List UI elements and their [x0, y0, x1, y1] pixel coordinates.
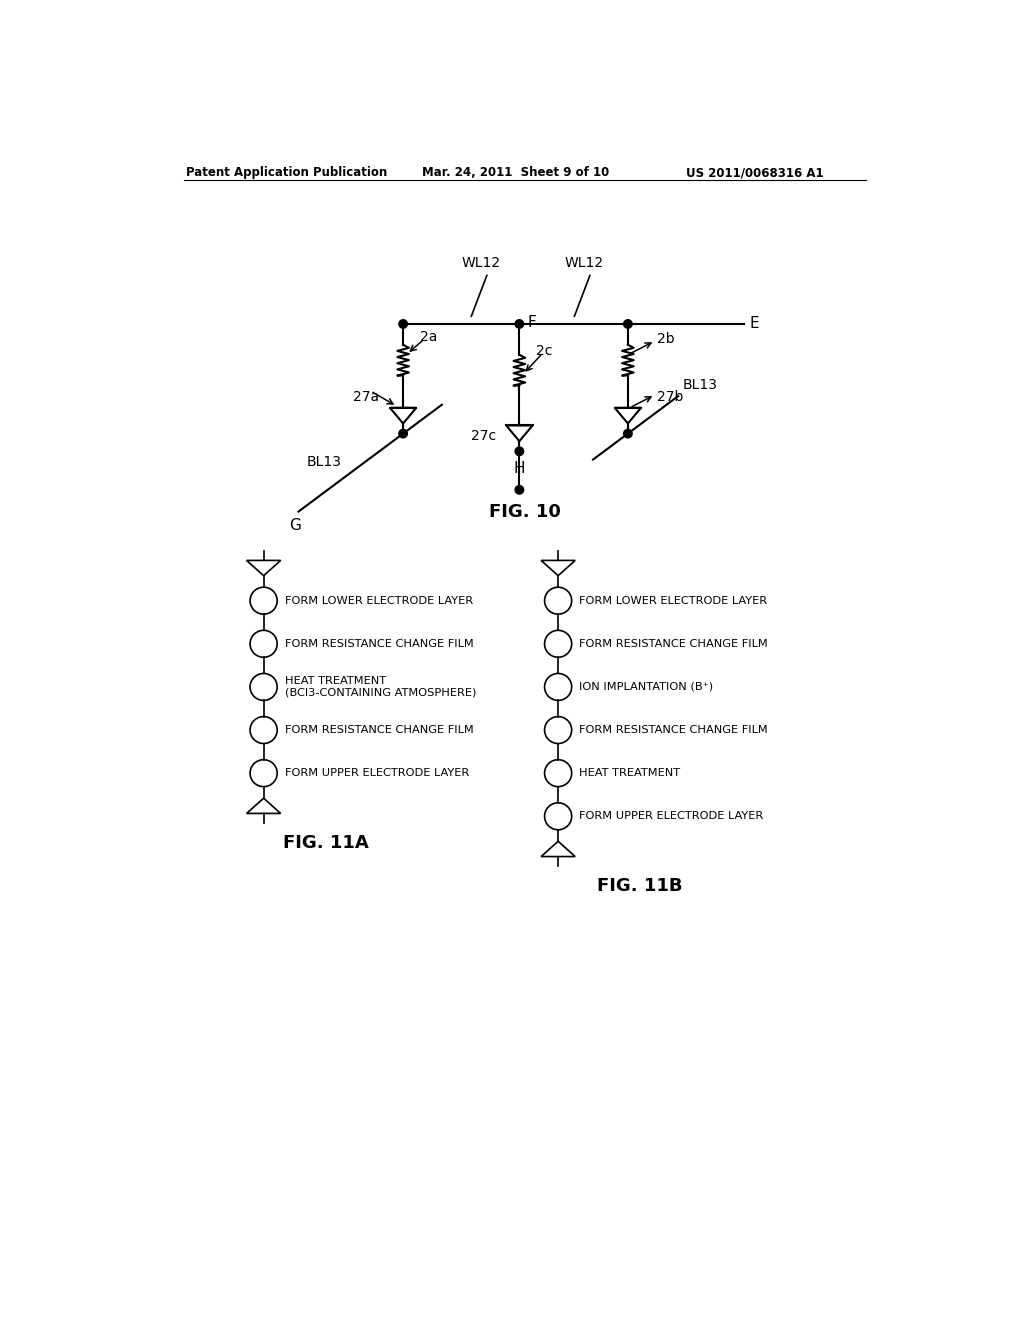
Text: FORM RESISTANCE CHANGE FILM: FORM RESISTANCE CHANGE FILM — [580, 725, 768, 735]
Text: HEAT TREATMENT
(BCl3-CONTAINING ATMOSPHERE): HEAT TREATMENT (BCl3-CONTAINING ATMOSPHE… — [285, 676, 476, 698]
Text: US 2011/0068316 A1: US 2011/0068316 A1 — [686, 166, 823, 180]
Text: WL12: WL12 — [461, 256, 500, 271]
Text: FORM LOWER ELECTRODE LAYER: FORM LOWER ELECTRODE LAYER — [285, 595, 473, 606]
Circle shape — [399, 429, 408, 438]
Text: FORM LOWER ELECTRODE LAYER: FORM LOWER ELECTRODE LAYER — [580, 595, 768, 606]
Text: 2a: 2a — [420, 330, 437, 345]
Text: H: H — [514, 461, 525, 475]
Text: FORM RESISTANCE CHANGE FILM: FORM RESISTANCE CHANGE FILM — [580, 639, 768, 649]
Text: 2b: 2b — [657, 331, 675, 346]
Text: BL13: BL13 — [682, 379, 717, 392]
Text: 27c: 27c — [471, 429, 497, 442]
Circle shape — [515, 447, 523, 455]
Circle shape — [624, 319, 632, 329]
Text: FORM UPPER ELECTRODE LAYER: FORM UPPER ELECTRODE LAYER — [580, 812, 764, 821]
Circle shape — [515, 486, 523, 494]
Text: FORM RESISTANCE CHANGE FILM: FORM RESISTANCE CHANGE FILM — [285, 725, 474, 735]
Text: FIG. 10: FIG. 10 — [488, 503, 561, 521]
Text: G: G — [289, 517, 301, 533]
Text: FORM UPPER ELECTRODE LAYER: FORM UPPER ELECTRODE LAYER — [285, 768, 469, 779]
Text: ION IMPLANTATION (B⁺): ION IMPLANTATION (B⁺) — [580, 682, 714, 692]
Text: FIG. 11B: FIG. 11B — [597, 878, 682, 895]
Text: WL12: WL12 — [564, 256, 603, 271]
Text: 27b: 27b — [657, 391, 684, 404]
Circle shape — [399, 319, 408, 329]
Text: F: F — [527, 315, 536, 330]
Text: 27a: 27a — [352, 391, 379, 404]
Text: 2c: 2c — [537, 345, 553, 358]
Text: HEAT TREATMENT: HEAT TREATMENT — [580, 768, 681, 779]
Circle shape — [515, 319, 523, 329]
Text: FIG. 11A: FIG. 11A — [283, 834, 369, 853]
Text: Patent Application Publication: Patent Application Publication — [186, 166, 387, 180]
Text: Mar. 24, 2011  Sheet 9 of 10: Mar. 24, 2011 Sheet 9 of 10 — [423, 166, 609, 180]
Circle shape — [624, 429, 632, 438]
Text: BL13: BL13 — [306, 455, 341, 469]
Text: E: E — [750, 317, 759, 331]
Text: FORM RESISTANCE CHANGE FILM: FORM RESISTANCE CHANGE FILM — [285, 639, 474, 649]
